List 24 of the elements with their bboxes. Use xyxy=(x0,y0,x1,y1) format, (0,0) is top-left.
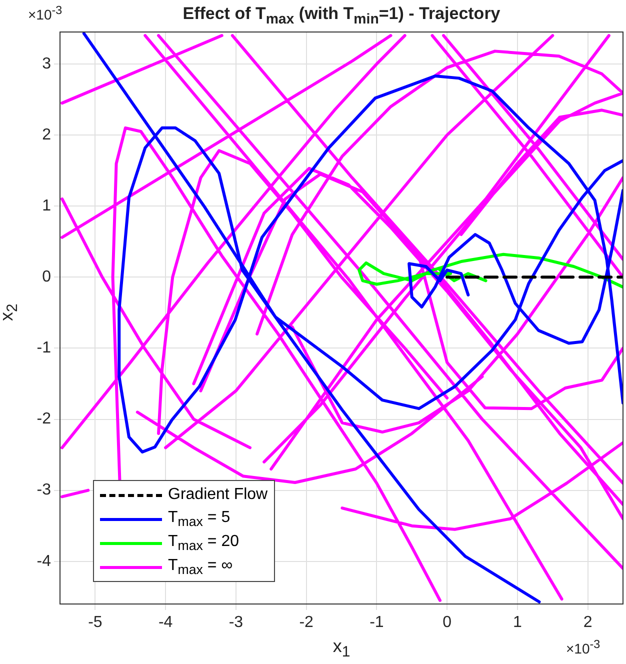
chart-title: Effect of T$_{max}$ (with T$_{min}$=1) - Trajectory xyxy=(182,4,500,28)
y-tick-label: 0 xyxy=(42,268,52,286)
x-tick-label: 2 xyxy=(583,614,592,632)
legend-label: T$_{max}$ = 5 xyxy=(168,508,230,530)
x-tick-label: 1 xyxy=(512,614,522,632)
text: ×10$^{-3}$ xyxy=(28,4,62,23)
x-tick-label: -2 xyxy=(299,614,314,632)
text: ×10$^{-3}$ xyxy=(566,638,600,657)
y-tick-label: -3 xyxy=(36,482,52,499)
x-tick-label: -4 xyxy=(158,614,173,632)
y-tick-label: 1 xyxy=(42,197,52,214)
y-tick-label: -2 xyxy=(36,410,52,428)
x-axis-title: x$_{1}$ xyxy=(332,636,350,661)
y-tick-label: 3 xyxy=(42,55,52,72)
x-tick-label: 0 xyxy=(442,614,452,632)
y-tick-label: -1 xyxy=(36,340,52,357)
x-tick-label: -1 xyxy=(370,614,384,632)
y-tick-label: 2 xyxy=(42,126,52,144)
legend-label: Gradient Flow xyxy=(168,486,268,504)
x-tick-label: -5 xyxy=(88,614,102,632)
y-tick-label: -4 xyxy=(36,552,52,570)
legend-label: T$_{max}$ = 20 xyxy=(168,532,239,554)
legend-label: T$_{max}$ = ∞ xyxy=(168,556,233,578)
x-tick-label: -3 xyxy=(228,614,244,632)
